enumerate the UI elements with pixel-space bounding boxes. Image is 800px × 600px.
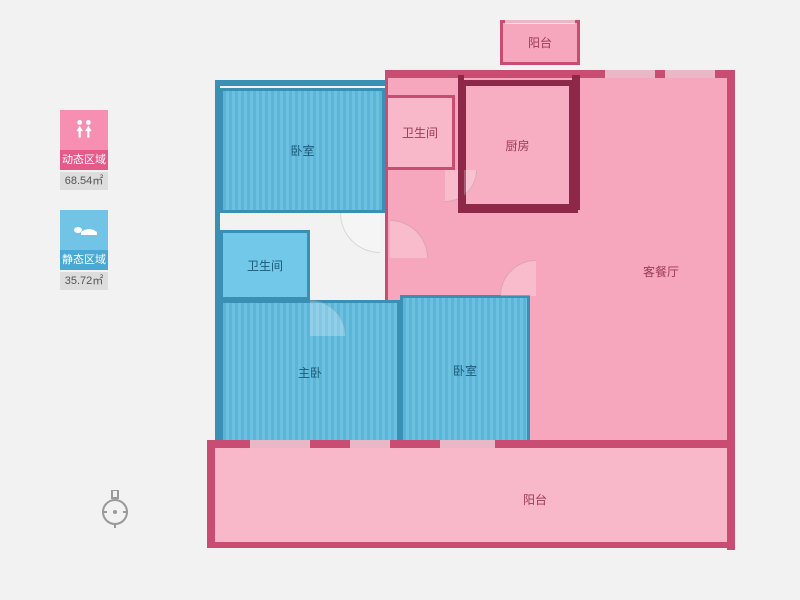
window-notch: [665, 70, 715, 78]
room-balcony_bot: 阳台: [210, 445, 730, 545]
legend: 动态区域 68.54㎡ 静态区域 35.72㎡: [60, 110, 120, 310]
room-label: 卧室: [453, 362, 477, 379]
window-notch: [505, 20, 575, 24]
wall-segment: [458, 205, 578, 213]
legend-dynamic-label: 动态区域: [60, 150, 108, 170]
legend-static-label: 静态区域: [60, 250, 108, 270]
wall-segment: [727, 70, 735, 550]
wall-segment: [215, 80, 385, 86]
room-label: 卫生间: [402, 124, 438, 141]
room-label: 客餐厅: [643, 263, 679, 280]
wall-segment: [210, 542, 735, 548]
room-label: 阳台: [523, 491, 547, 508]
wall-segment: [458, 75, 464, 210]
room-kitchen: 厨房: [460, 80, 575, 210]
room-label: 主卧: [298, 364, 322, 381]
wall-segment: [207, 440, 215, 548]
door-arc: [340, 213, 380, 253]
legend-dynamic-value: 68.54㎡: [60, 172, 108, 190]
room-label: 卧室: [290, 142, 314, 159]
room-bedroom_r: 卧室: [400, 295, 530, 445]
legend-static: 静态区域 35.72㎡: [60, 210, 120, 290]
floorplan: 客餐厅阳台阳台厨房卫生间卧室卫生间主卧卧室: [210, 20, 735, 575]
people-icon: [60, 110, 108, 150]
room-label: 阳台: [528, 34, 552, 51]
room-label: 厨房: [505, 137, 529, 154]
window-notch: [250, 440, 310, 448]
wall-segment: [572, 75, 580, 210]
legend-static-value: 35.72㎡: [60, 272, 108, 290]
room-balcony_top: 阳台: [500, 20, 580, 65]
room-label: 卫生间: [247, 257, 283, 274]
window-notch: [605, 70, 655, 78]
window-notch: [440, 440, 495, 448]
wall-segment: [215, 80, 220, 445]
room-bath_mid: 卫生间: [220, 230, 310, 300]
room-bedroom_top: 卧室: [220, 88, 385, 213]
legend-dynamic: 动态区域 68.54㎡: [60, 110, 120, 190]
compass-icon: [100, 490, 130, 530]
window-notch: [350, 440, 390, 448]
sleep-icon: [60, 210, 108, 250]
room-bath_top: 卫生间: [385, 95, 455, 170]
